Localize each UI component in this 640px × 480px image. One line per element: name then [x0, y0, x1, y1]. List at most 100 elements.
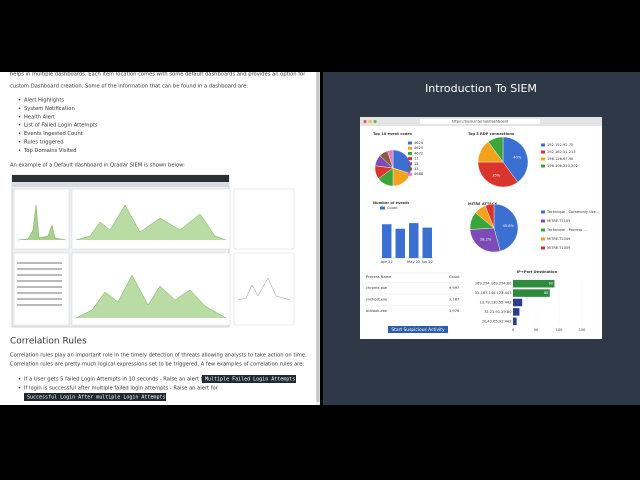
- slice-label: 40%: [513, 155, 522, 159]
- legend-label: MITRE-T1049: [547, 237, 571, 241]
- x-tick-label: 100: [556, 328, 564, 332]
- right-panel: Introduction To SIEM https://siem.intern…: [323, 72, 640, 405]
- legend-swatch: [541, 237, 545, 241]
- pie-slice: [488, 136, 504, 163]
- paragraph-line: Correlation rules play an important role…: [10, 353, 307, 359]
- feature-item: Events Ingested Count: [24, 131, 83, 137]
- legend-label: Technique - Commonly Use...: [546, 210, 599, 214]
- bar: [382, 224, 392, 258]
- legend-label: 4625: [414, 146, 423, 150]
- svg-text:•: •: [18, 386, 21, 392]
- example-text: An example of a Default dashboard in Qra…: [10, 163, 185, 169]
- pie-slice: [484, 203, 495, 229]
- widget-title: Top 5 RDP connections: [468, 132, 514, 136]
- window-dot: [373, 119, 377, 124]
- table-cell: 3,187: [449, 298, 459, 302]
- feature-item: System Notification: [24, 106, 75, 112]
- bullet: •: [18, 131, 21, 137]
- table-cell: 1,976: [449, 309, 460, 313]
- code-bg: [24, 393, 166, 401]
- legend-label: 13: [414, 167, 419, 171]
- slice-label: 35%: [492, 173, 501, 177]
- legend-swatch: [541, 219, 545, 223]
- bullet: •: [18, 140, 21, 146]
- legend-label: 12: [414, 162, 419, 166]
- bar: [513, 289, 550, 297]
- intro-line: helps in multiple dashboards. Each item …: [10, 72, 306, 78]
- pie-slice: [477, 161, 518, 188]
- pie-slice: [493, 203, 519, 252]
- table-cell: svchost.exe: [366, 298, 388, 302]
- pie-slice: [392, 149, 412, 174]
- legend-swatch: [408, 151, 412, 155]
- x-tick-label: 0: [512, 328, 515, 332]
- window-dot: [363, 119, 367, 124]
- intro-line: custom Dashboard creation. Some of the i…: [10, 84, 248, 90]
- feature-item: Top Domains Visited: [23, 148, 76, 154]
- legend-label: 192.152.92.75: [547, 143, 573, 147]
- bar-label: 80: [544, 291, 548, 295]
- pie-slice: [387, 149, 394, 169]
- legend-swatch: [408, 162, 412, 166]
- x-tick-label: May 22: [407, 260, 420, 264]
- bar: [513, 298, 523, 307]
- slice-label: 45.8%: [503, 224, 515, 228]
- feature-item: Health Alert: [24, 114, 55, 120]
- qradar-screenshot: [11, 174, 295, 328]
- legend-swatch: [408, 167, 412, 171]
- x-tick-label: 50: [534, 328, 539, 332]
- left-panel: helps in multiple dashboards. Each item …: [0, 72, 320, 405]
- slice-label: 28.2%: [480, 238, 492, 242]
- widget-title: Number of events: [373, 201, 409, 205]
- bullet: •: [18, 148, 21, 154]
- widget-title: Top 10 event codes: [373, 132, 412, 136]
- feature-item: Rules triggered: [24, 140, 64, 146]
- url-box[interactable]: [420, 119, 540, 124]
- legend-label: 196.126.67.90: [547, 157, 574, 161]
- x-tick-label: Jun 22: [421, 260, 433, 264]
- button-label: Start Suspicious Activity: [391, 327, 445, 333]
- bar: [513, 317, 517, 326]
- section-heading: Correlation Rules: [10, 337, 87, 347]
- y-tick-label: 52.167.144.123:443: [475, 291, 512, 295]
- legend-swatch: [408, 157, 412, 161]
- legend-swatch: [541, 150, 545, 154]
- legend-label: 196.106.220.202: [547, 164, 578, 168]
- bar: [422, 227, 432, 258]
- pie-slice: [502, 136, 529, 183]
- x-tick-label: 150: [579, 328, 587, 332]
- legend-swatch: [541, 210, 545, 214]
- code: Multiple Failed Login Attempts: [205, 377, 295, 383]
- table-cell: chrome.exe: [366, 286, 388, 290]
- legend-label: 192.162.51.213: [547, 150, 576, 154]
- legend-swatch: [541, 143, 545, 147]
- bullet: •: [18, 106, 21, 112]
- y-tick-label: 169.254.169.254:80: [475, 282, 512, 286]
- rule-item: • If a User gets 5 failed Login Attempts…: [18, 375, 296, 383]
- bullet: •: [18, 98, 21, 104]
- legend-label: MITRE-T1059: [547, 246, 571, 250]
- legend-swatch: [541, 246, 545, 250]
- legend-swatch: [408, 172, 412, 176]
- bar: [513, 279, 555, 288]
- legend-swatch: [541, 228, 545, 232]
- code: Successful Login After multiple Login At…: [27, 395, 165, 401]
- window-dot: [368, 119, 372, 124]
- url: https://siem.internal/dashboard: [452, 120, 509, 124]
- start-button[interactable]: [388, 326, 448, 333]
- legend-swatch: [541, 157, 545, 161]
- legend-swatch: [380, 206, 385, 210]
- pie-slice: [469, 227, 501, 253]
- bar-label: 90: [549, 282, 553, 286]
- table-header: Count: [449, 275, 460, 279]
- scroll-thumb[interactable]: [316, 72, 320, 402]
- legend-label: Count: [387, 206, 398, 210]
- table-cell: outlook.exe: [366, 309, 388, 313]
- y-tick-label: 13.79.130.55:443: [479, 301, 511, 305]
- legend-label: 11: [414, 157, 419, 161]
- bar: [409, 223, 419, 258]
- feature-item: Alert Highlights: [24, 98, 64, 104]
- legend-swatch: [408, 141, 412, 145]
- x-tick-label: Apr 22: [381, 260, 393, 264]
